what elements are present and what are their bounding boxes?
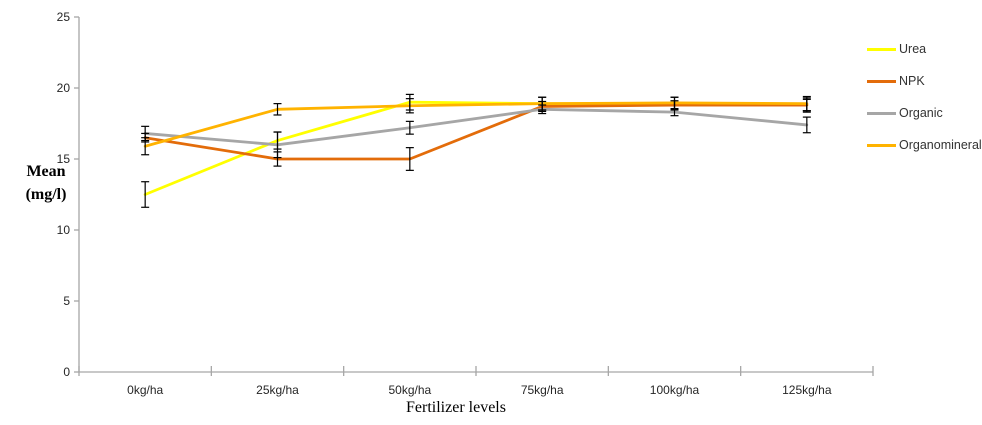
legend-label: NPK	[899, 74, 925, 88]
legend-line-swatch	[867, 143, 896, 147]
legend-line-swatch	[867, 111, 896, 115]
y-axis-title-line1: Mean	[26, 163, 66, 180]
x-tick-label: 25kg/ha	[256, 383, 299, 397]
legend-line-swatch	[867, 47, 896, 51]
x-tick-label: 100kg/ha	[650, 383, 700, 397]
legend-item-npk: NPK	[867, 73, 982, 89]
y-tick-label: 15	[57, 152, 71, 166]
legend-label: Organic	[899, 106, 943, 120]
y-axis-title: Mean (mg/l)	[8, 161, 84, 206]
x-tick-label: 0kg/ha	[127, 383, 163, 397]
series-line-organomineral	[143, 101, 809, 148]
series-line-organic	[143, 107, 809, 147]
x-axis-title: Fertilizer levels	[406, 399, 506, 416]
legend-item-organic: Organic	[867, 105, 982, 121]
y-tick-label: 20	[57, 81, 71, 95]
y-axis-title-line2: (mg/l)	[25, 185, 67, 203]
series-line-npk	[143, 103, 809, 161]
x-tick-label: 50kg/ha	[388, 383, 431, 397]
y-tick-label: 10	[57, 223, 71, 237]
legend-item-urea: Urea	[867, 41, 982, 57]
x-tick-label: 125kg/ha	[782, 383, 832, 397]
legend-label: Urea	[899, 42, 927, 56]
y-tick-label: 25	[57, 10, 71, 24]
y-tick-label: 5	[63, 294, 70, 308]
legend-item-organomineral: Organomineral	[867, 137, 982, 153]
y-tick-label: 0	[63, 365, 70, 379]
x-tick-label: 75kg/ha	[521, 383, 564, 397]
legend-line-swatch	[867, 79, 896, 83]
legend-label: Organomineral	[899, 138, 982, 152]
legend: Urea NPK Organic Organomineral	[867, 41, 982, 153]
